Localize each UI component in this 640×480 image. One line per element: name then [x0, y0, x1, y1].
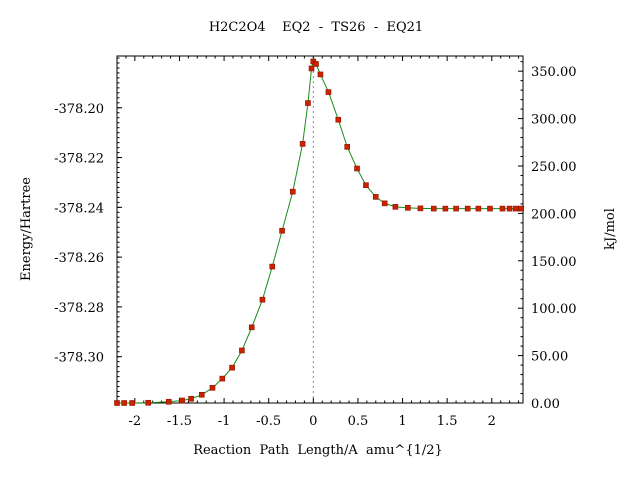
data-point	[219, 375, 226, 382]
x-tick-label: -1.5	[167, 414, 192, 429]
data-point	[518, 205, 525, 212]
data-point	[114, 400, 120, 406]
x-tick-label: -0.5	[256, 414, 281, 429]
data-point	[209, 385, 216, 391]
y-left-tick-label: -378.26	[54, 251, 104, 266]
y-right-tick-label: 200.00	[531, 207, 577, 222]
data-point	[417, 205, 424, 212]
data-point	[335, 116, 342, 123]
data-point	[198, 391, 205, 398]
x-axis: -2 -1.5 -1 -0.5 0 0.5 1 1.5 2	[125, 56, 520, 429]
data-point	[325, 89, 332, 95]
x-tick-label: -1	[218, 414, 231, 429]
data-point	[354, 165, 360, 172]
data-point	[308, 65, 315, 72]
data-point	[430, 205, 437, 212]
x-tick-label: 2	[488, 414, 496, 429]
x-axis-title: Reaction Path Length/A amu^{1/2}	[193, 443, 443, 458]
data-point	[453, 205, 459, 212]
x-tick-label: 0.5	[348, 414, 369, 429]
data-point	[317, 71, 324, 78]
data-point	[513, 205, 519, 212]
plot-frame	[116, 55, 524, 404]
data-point	[442, 205, 449, 212]
data-point	[259, 296, 266, 303]
data-point	[129, 400, 135, 406]
data-point	[229, 364, 235, 371]
data-point	[188, 395, 194, 402]
data-point	[363, 182, 369, 188]
data-point	[179, 397, 185, 404]
energy-profile-line	[117, 60, 522, 404]
y-left-tick-label: -378.20	[54, 102, 104, 117]
data-point	[313, 61, 319, 67]
data-point	[239, 347, 245, 354]
y-left-tick-label: -378.28	[54, 301, 104, 316]
data-point	[344, 144, 351, 150]
data-point	[145, 399, 152, 406]
data-point	[499, 205, 506, 212]
data-point	[165, 398, 172, 405]
data-point	[299, 141, 306, 147]
data-point	[464, 205, 471, 212]
y-right-tick-label: 0.00	[531, 397, 560, 412]
data-point	[269, 263, 276, 270]
y-left-tick-label: -378.30	[54, 351, 104, 366]
x-tick-label: 1	[398, 414, 406, 429]
data-point	[405, 205, 411, 211]
y-right-tick-label: 300.00	[531, 113, 577, 128]
data-point	[475, 205, 482, 212]
data-point	[121, 400, 127, 406]
data-point	[487, 205, 493, 212]
left-y-axis-title: Energy/Hartree	[19, 177, 34, 281]
y-right-tick-label: 250.00	[531, 160, 577, 175]
data-point	[372, 194, 379, 200]
data-point	[279, 227, 285, 234]
left-y-axis: -378.20 -378.22 -378.24 -378.26 -378.28 -378.…	[54, 57, 122, 403]
data-point	[381, 200, 388, 207]
y-left-tick-label: -378.22	[54, 152, 104, 167]
right-y-axis: 0.00 50.00 100.00 150.00 200.00 250.00 300.00 3…	[518, 61, 577, 412]
data-point	[305, 100, 311, 106]
data-point	[248, 324, 255, 331]
y-right-tick-label: 100.00	[531, 302, 577, 317]
y-right-tick-label: 150.00	[531, 255, 577, 270]
right-y-axis-title: kJ/mol	[603, 208, 618, 250]
x-tick-label: 0	[309, 414, 317, 429]
chart-title: H2C2O4 EQ2 - TS26 - EQ21	[209, 20, 423, 35]
y-right-tick-label: 350.00	[531, 65, 577, 80]
data-point	[506, 205, 513, 212]
energy-profile-points	[114, 58, 525, 406]
x-tick-label: -2	[129, 414, 142, 429]
data-point	[289, 188, 296, 195]
y-right-tick-label: 50.00	[531, 350, 568, 365]
data-point	[392, 204, 399, 210]
x-tick-label: 1.5	[437, 414, 458, 429]
y-left-tick-label: -378.24	[54, 201, 104, 216]
